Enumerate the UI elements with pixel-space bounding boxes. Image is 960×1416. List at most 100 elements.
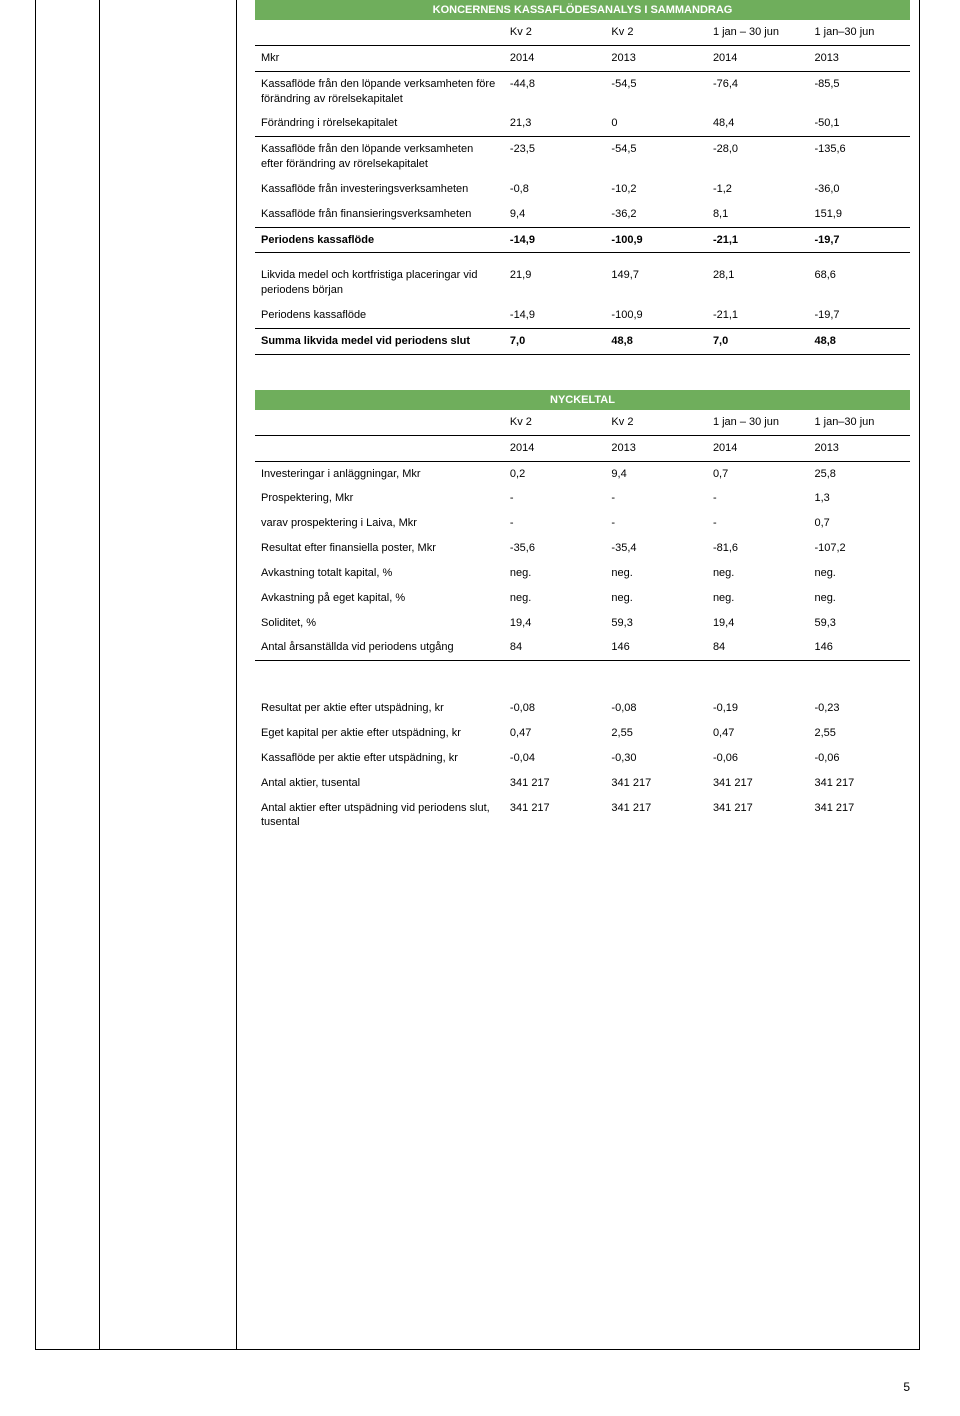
table-row: Kassaflöde från den löpande verksamheten… [255,71,910,111]
table-row: Prospektering, Mkr - - - 1,3 [255,486,910,511]
value-cell: 341 217 [707,771,809,796]
year-cell: 2014 [707,45,809,71]
frame-divider-1 [99,0,100,1349]
value-cell: -85,5 [808,71,910,111]
year-cell: 2014 [504,45,606,71]
year-cell: 2014 [504,435,606,461]
cashflow-title: KONCERNENS KASSAFLÖDESANALYS I SAMMANDRA… [255,0,910,20]
col-header: Kv 2 [605,410,707,435]
value-cell: 25,8 [808,461,910,486]
value-cell: -0,30 [605,746,707,771]
value-cell: 7,0 [504,328,606,354]
value-cell: 149,7 [605,263,707,303]
table-row: Resultat efter finansiella poster, Mkr -… [255,536,910,561]
row-label: Avkastning på eget kapital, % [255,586,504,611]
table-year-row: 2014 2013 2014 2013 [255,435,910,461]
value-cell: 341 217 [605,796,707,836]
year-cell: 2013 [808,435,910,461]
per-share-block: Resultat per aktie efter utspädning, kr … [255,696,910,835]
row-label: Periodens kassaflöde [255,227,504,253]
value-cell: - [605,486,707,511]
value-cell: -0,08 [504,696,606,721]
ratios-table-block: NYCKELTAL Kv 2 Kv 2 1 jan – 30 jun 1 jan… [255,390,910,661]
value-cell: -0,19 [707,696,809,721]
value-cell: - [707,511,809,536]
row-label: Antal aktier, tusental [255,771,504,796]
frame-divider-2 [236,0,237,1349]
row-label: Antal aktier efter utspädning vid period… [255,796,504,836]
value-cell: -21,1 [707,227,809,253]
value-cell: -14,9 [504,303,606,328]
value-cell: -35,4 [605,536,707,561]
blank-cell [255,20,504,45]
mkr-label: Mkr [255,45,504,71]
value-cell: 146 [808,635,910,660]
content-area: KONCERNENS KASSAFLÖDESANALYS I SAMMANDRA… [255,0,910,835]
value-cell: -135,6 [808,137,910,177]
col-header: 1 jan–30 jun [808,20,910,45]
value-cell: 19,4 [707,611,809,636]
value-cell: 48,4 [707,111,809,136]
value-cell: -23,5 [504,137,606,177]
value-cell: -35,6 [504,536,606,561]
row-label: Kassaflöde från finansieringsverksamhete… [255,202,504,227]
value-cell: - [707,486,809,511]
ratios-title: NYCKELTAL [255,390,910,410]
value-cell: 8,1 [707,202,809,227]
value-cell: neg. [605,561,707,586]
table-row: Förändring i rörelsekapitalet 21,3 0 48,… [255,111,910,136]
value-cell: 28,1 [707,263,809,303]
ratios-table: Kv 2 Kv 2 1 jan – 30 jun 1 jan–30 jun 20… [255,410,910,661]
value-cell: 84 [504,635,606,660]
value-cell: 0,2 [504,461,606,486]
value-cell: 151,9 [808,202,910,227]
value-cell: -54,5 [605,137,707,177]
value-cell: -81,6 [707,536,809,561]
row-label: Avkastning totalt kapital, % [255,561,504,586]
value-cell: -0,8 [504,177,606,202]
table-row: Kassaflöde per aktie efter utspädning, k… [255,746,910,771]
row-label: Investeringar i anläggningar, Mkr [255,461,504,486]
value-cell: -19,7 [808,303,910,328]
blank-cell [255,435,504,461]
value-cell: - [605,511,707,536]
year-cell: 2014 [707,435,809,461]
col-header: Kv 2 [605,20,707,45]
value-cell: 2,55 [605,721,707,746]
value-cell: neg. [707,561,809,586]
value-cell: -19,7 [808,227,910,253]
grand-total-row: Summa likvida medel vid periodens slut 7… [255,328,910,354]
value-cell: neg. [808,561,910,586]
year-cell: 2013 [808,45,910,71]
value-cell: 68,6 [808,263,910,303]
value-cell: 0,47 [707,721,809,746]
col-header: 1 jan – 30 jun [707,410,809,435]
value-cell: -21,1 [707,303,809,328]
row-label: Soliditet, % [255,611,504,636]
value-cell: -50,1 [808,111,910,136]
value-cell: -100,9 [605,227,707,253]
value-cell: -1,2 [707,177,809,202]
value-cell: 341 217 [605,771,707,796]
col-header: Kv 2 [504,410,606,435]
table-header-row: Kv 2 Kv 2 1 jan – 30 jun 1 jan–30 jun [255,20,910,45]
col-header: Kv 2 [504,20,606,45]
value-cell: -28,0 [707,137,809,177]
value-cell: 59,3 [605,611,707,636]
value-cell: 84 [707,635,809,660]
value-cell: neg. [605,586,707,611]
value-cell: 341 217 [504,796,606,836]
value-cell: 1,3 [808,486,910,511]
year-cell: 2013 [605,435,707,461]
value-cell: 19,4 [504,611,606,636]
table-row: Soliditet, % 19,4 59,3 19,4 59,3 [255,611,910,636]
cashflow-table: Kv 2 Kv 2 1 jan – 30 jun 1 jan–30 jun Mk… [255,20,910,355]
row-label: Resultat efter finansiella poster, Mkr [255,536,504,561]
row-label: Förändring i rörelsekapitalet [255,111,504,136]
value-cell: -36,2 [605,202,707,227]
value-cell: - [504,486,606,511]
row-label: Antal årsanställda vid periodens utgång [255,635,504,660]
value-cell: neg. [504,561,606,586]
value-cell: 48,8 [605,328,707,354]
value-cell: -107,2 [808,536,910,561]
